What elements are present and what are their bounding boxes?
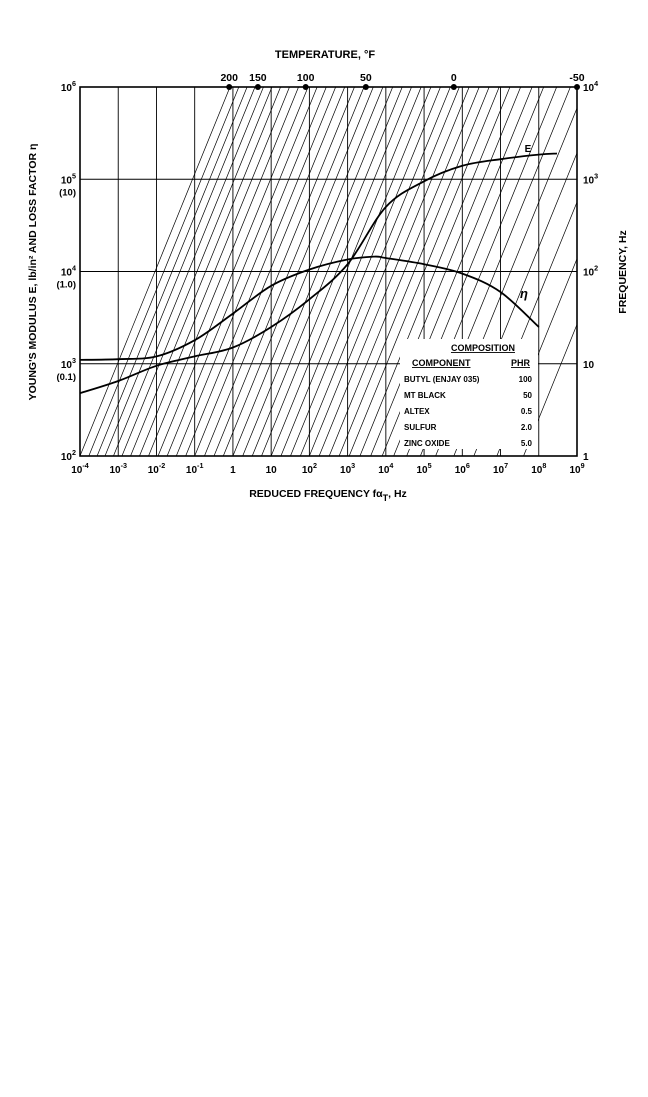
temperature-marker — [574, 84, 580, 90]
composition-table-bg — [400, 339, 538, 449]
y-left-tick-label: 104 — [61, 264, 76, 279]
x-tick-label: 1 — [230, 465, 236, 476]
y-left-tick-label: 105 — [61, 171, 76, 186]
composition-row-component: BUTYL (ENJAY 035) — [404, 375, 480, 384]
series-line-eta — [79, 255, 540, 361]
x-tick-label: 107 — [493, 461, 508, 476]
composition-header-phr: PHR — [511, 358, 531, 368]
x-axis-ticks: 10-4 10-3 10-2 10-1 1 10 102 103 104 105 106 107 108… — [71, 461, 584, 476]
composition-row-component: MT BLACK — [404, 391, 446, 400]
temperature-tick-label: 200 — [220, 72, 238, 84]
composition-header-component: COMPONENT — [412, 358, 471, 368]
composition-row-phr: 2.0 — [521, 423, 533, 432]
temperature-marker — [450, 84, 457, 90]
x-axis-title: REDUCED FREQUENCY fαT, Hz — [249, 488, 407, 503]
x-tick-label: 108 — [531, 461, 546, 476]
y-left-ticks: 102 103(0.1) 104(1.0) 105(10) 106 — [56, 79, 76, 463]
composition-row-phr: 5.0 — [521, 439, 533, 448]
y-left-tick-label: 106 — [61, 79, 76, 94]
composition-row-component: ALTEX — [404, 407, 430, 416]
y-right-ticks: 1 10 102 103 104 — [583, 79, 598, 463]
temperature-tick-label: 100 — [297, 72, 315, 84]
composition-row-component: ZINC OXIDE — [404, 439, 450, 448]
temperature-axis-title: TEMPERATURE, °F — [275, 49, 375, 61]
y-left-eta-label: (10) — [59, 187, 76, 198]
composition-table: COMPOSITION COMPONENT PHR BUTYL (ENJAY 0… — [400, 339, 538, 449]
temperature-marker — [362, 84, 369, 90]
series-label-E: E — [525, 144, 532, 155]
x-tick-label: 10-2 — [148, 461, 166, 476]
nomogram-figure: TEMPERATURE, °F E η 10-4 10-3 10-2 10-1 1 10 1… — [0, 0, 648, 520]
y-right-tick-label: 10 — [583, 360, 595, 371]
y-left-axis-title: YOUNG'S MODULUS E, lb/in² AND LOSS FACTO… — [27, 144, 39, 401]
temperature-tick-label: -50 — [569, 72, 584, 84]
temperature-marker — [254, 84, 261, 90]
nomogram-chart: TEMPERATURE, °F E η 10-4 10-3 10-2 10-1 1 10 1… — [27, 49, 629, 503]
x-tick-label: 106 — [455, 461, 470, 476]
y-left-eta-label: (1.0) — [56, 280, 76, 291]
temperature-tick-label: 50 — [360, 72, 372, 84]
x-tick-label: 10-4 — [71, 461, 89, 476]
x-tick-label: 10-3 — [109, 461, 127, 476]
x-tick-label: 103 — [340, 461, 355, 476]
y-left-tick-label: 102 — [61, 448, 76, 463]
temperature-marker — [226, 84, 233, 90]
x-tick-label: 104 — [378, 461, 393, 476]
y-right-tick-label: 1 — [583, 452, 589, 463]
series-line-E — [79, 152, 558, 395]
composition-title: COMPOSITION — [451, 343, 515, 353]
x-tick-label: 105 — [417, 461, 432, 476]
x-tick-label: 109 — [569, 461, 584, 476]
temperature-marker — [302, 84, 309, 90]
composition-row-phr: 0.5 — [521, 407, 533, 416]
temperature-tick-label: 150 — [249, 72, 267, 84]
temperature-ticks: 200 150 100 50 0 -50 — [220, 72, 585, 90]
plot-frame — [79, 86, 578, 457]
series-label-eta: η — [520, 286, 528, 301]
y-left-tick-label: 103 — [61, 356, 76, 371]
data-series — [79, 152, 558, 395]
composition-row-phr: 50 — [523, 391, 532, 400]
y-left-eta-label: (0.1) — [56, 372, 76, 383]
x-tick-label: 10-1 — [186, 461, 204, 476]
x-tick-label: 102 — [302, 461, 317, 476]
composition-row-phr: 100 — [519, 375, 533, 384]
y-right-tick-label: 103 — [583, 171, 598, 186]
y-right-tick-label: 104 — [583, 79, 598, 94]
x-tick-label: 10 — [266, 465, 278, 476]
y-right-axis-title: FREQUENCY, Hz — [617, 230, 629, 313]
composition-row-component: SULFUR — [404, 423, 437, 432]
temperature-tick-label: 0 — [451, 72, 457, 84]
y-right-tick-label: 102 — [583, 264, 598, 279]
